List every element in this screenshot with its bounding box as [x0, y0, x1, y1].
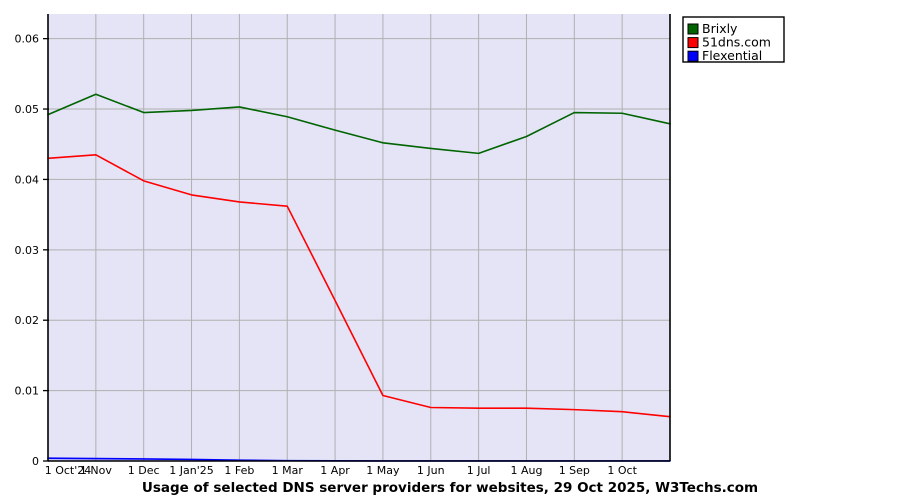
legend-swatch-icon: [687, 50, 699, 62]
x-tick-label: 1 Jul: [467, 464, 491, 477]
legend-label: 51dns.com: [702, 35, 771, 50]
x-tick-label: 1 Mar: [272, 464, 304, 477]
x-tick-label: 1 Sep: [559, 464, 590, 477]
plot-area-background: [48, 14, 670, 461]
y-tick-label: 0.05: [15, 103, 40, 116]
series-line-51dns-com: [47, 153, 671, 418]
y-tick-label: 0.02: [15, 314, 40, 327]
x-tick-label: 1 Oct: [607, 464, 637, 477]
x-tick-label: 1 Dec: [128, 464, 160, 477]
y-tick-label: 0.04: [15, 173, 40, 186]
legend-label: Brixly: [702, 21, 738, 36]
y-tick-label: 0: [32, 455, 39, 468]
y-tick-label: 0.01: [15, 385, 40, 398]
legend-swatch-icon: [687, 23, 699, 35]
x-tick-label: 1 Nov: [80, 464, 112, 477]
series-line-brixly: [47, 93, 671, 155]
legend-swatch-icon: [687, 37, 699, 49]
x-tick-label: 1 Jun: [417, 464, 445, 477]
x-tick-label: 1 May: [366, 464, 400, 477]
y-tick-label: 0.03: [15, 244, 40, 257]
x-axis-ticks: 1 Oct'241 Nov 1 Dec 1 Jan'25 1 Feb 1 Mar 1 Ap…: [45, 464, 638, 477]
legend-label: Flexential: [702, 48, 762, 63]
x-tick-label: 1 Jan'25: [169, 464, 213, 477]
x-tick-label: 1 Aug: [510, 464, 542, 477]
grid-lines: [48, 14, 670, 462]
x-tick-label: 1 Oct'24: [45, 464, 92, 477]
legend-box: [682, 16, 785, 63]
y-axis-ticks: 0 0.01 0.02 0.03 0.04 0.05 0.06: [15, 33, 49, 468]
y-tick-label: 0.06: [15, 33, 40, 46]
x-tick-label: 1 Apr: [320, 464, 350, 477]
x-tick-label: 1 Feb: [224, 464, 254, 477]
chart-title: Usage of selected DNS server providers f…: [142, 480, 758, 496]
